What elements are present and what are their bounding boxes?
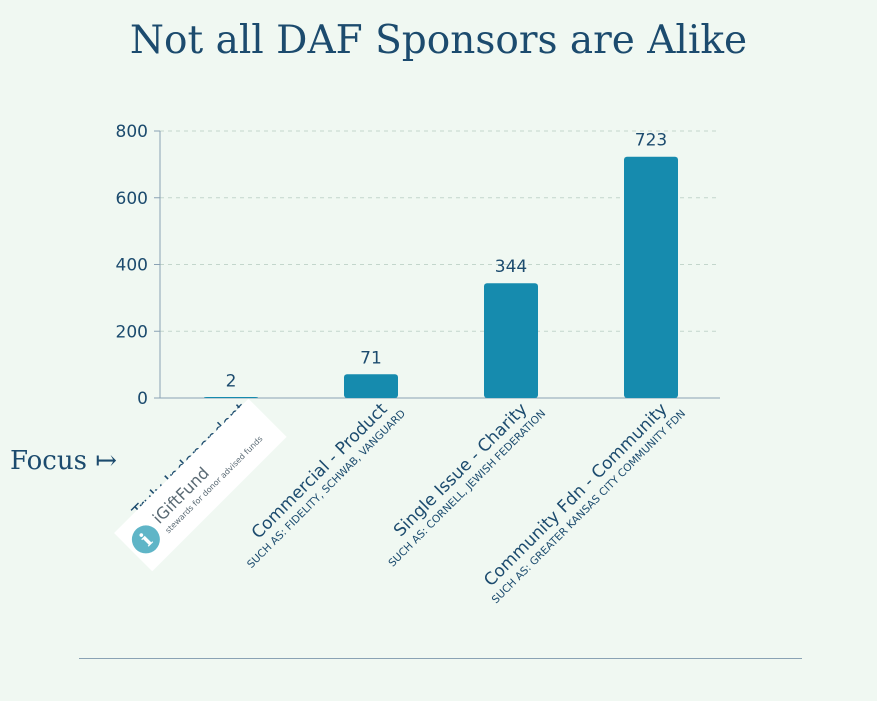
data-label: 71	[360, 348, 382, 368]
bar	[344, 374, 398, 398]
y-tick-label: 200	[116, 322, 148, 342]
focus-text: Focus	[10, 446, 87, 476]
maps-to-arrow-icon: ↦	[95, 446, 117, 476]
bottom-divider	[79, 658, 802, 659]
y-tick-label: 800	[116, 122, 148, 142]
logo-circle-icon	[131, 525, 160, 554]
chart-title: Not all DAF Sponsors are Alike	[129, 18, 748, 63]
y-tick-label: 400	[116, 256, 148, 276]
bar	[204, 397, 258, 398]
data-label: 723	[635, 131, 667, 151]
logo-card	[114, 398, 287, 572]
data-label: 344	[495, 257, 527, 277]
y-tick-label: 600	[116, 189, 148, 209]
bar	[624, 156, 678, 398]
focus-label: Focus ↦	[10, 446, 117, 476]
data-label: 2	[226, 371, 237, 391]
category-label: Single Issue - Charity	[390, 399, 531, 540]
y-tick-label: 0	[137, 389, 148, 409]
bar	[484, 283, 538, 398]
